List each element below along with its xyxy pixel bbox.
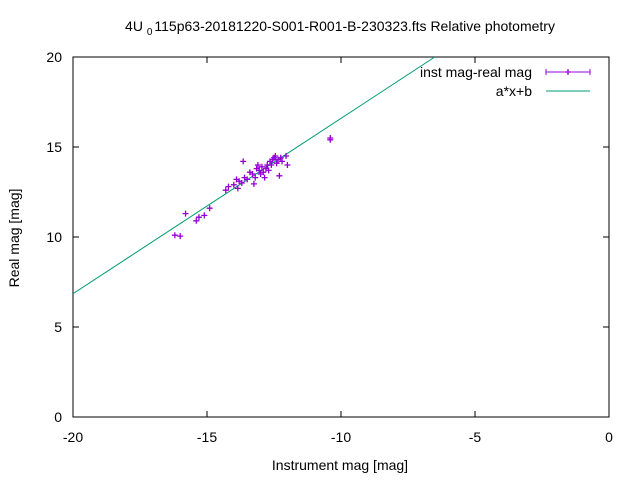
data-point: [252, 174, 259, 181]
data-point: [171, 232, 178, 239]
axes-layer: -20 -15 -10 -5 0 0 5 10 15 20: [46, 49, 613, 445]
legend-swatch-marker: [565, 69, 571, 75]
plot-frame: [72, 56, 610, 418]
data-point: [230, 181, 237, 188]
data-point: [261, 174, 268, 181]
data-point: [240, 158, 247, 165]
data-point: [222, 187, 229, 194]
legend-label-inst-mag: inst mag-real mag: [420, 64, 532, 80]
data-point: [244, 176, 251, 183]
data-point: [260, 169, 267, 176]
data-point: [276, 172, 283, 179]
data-point: [273, 160, 280, 167]
data-point: [277, 154, 284, 161]
data-point: [272, 153, 279, 159]
x-tick-label: -20: [63, 429, 83, 445]
data-point: [238, 180, 245, 186]
data-point: [250, 180, 257, 187]
y-tick-label: 10: [46, 229, 62, 245]
data-point: [195, 214, 202, 221]
plot-area: [73, 57, 436, 295]
x-tick-label: 0: [605, 429, 613, 445]
x-tick-label: -15: [197, 429, 217, 445]
data-point: [283, 153, 290, 159]
data-point: [256, 167, 263, 174]
data-point: [182, 210, 189, 217]
data-point: [327, 136, 334, 143]
data-point: [193, 217, 200, 224]
data-point: [284, 162, 291, 168]
x-axis-title: Instrument mag [mag]: [272, 457, 408, 473]
data-point: [268, 162, 275, 168]
y-tick-label: 20: [46, 49, 62, 65]
y-tick-label: 0: [54, 409, 62, 425]
data-point: [177, 233, 184, 240]
data-point: [201, 212, 208, 219]
y-axis-title: Real mag [mag]: [6, 189, 22, 288]
data-point: [279, 158, 286, 165]
data-point: [258, 163, 265, 170]
x-tick-label: -5: [469, 429, 482, 445]
legend-label-fit: a*x+b: [496, 83, 532, 99]
data-point: [265, 167, 272, 174]
data-point: [225, 183, 232, 190]
data-point: [254, 162, 261, 168]
data-point: [249, 171, 256, 177]
y-tick-label: 15: [46, 139, 62, 155]
y-tick-label: 5: [54, 319, 62, 335]
chart-title-prefix: 4U: [125, 18, 147, 34]
data-point: [234, 185, 241, 192]
data-point: [206, 205, 213, 212]
chart-title: 4U 0 115p63-20181220-S001-R001-B-230323.f…: [125, 18, 555, 38]
x-tick-label: -10: [331, 429, 351, 445]
chart-title-suffix: 115p63-20181220-S001-R001-B-230323.fts R…: [154, 18, 555, 34]
fit-line: [73, 57, 436, 295]
legend: inst mag-real mag a*x+b: [420, 64, 591, 99]
chart-title-subscript: 0: [147, 27, 153, 38]
